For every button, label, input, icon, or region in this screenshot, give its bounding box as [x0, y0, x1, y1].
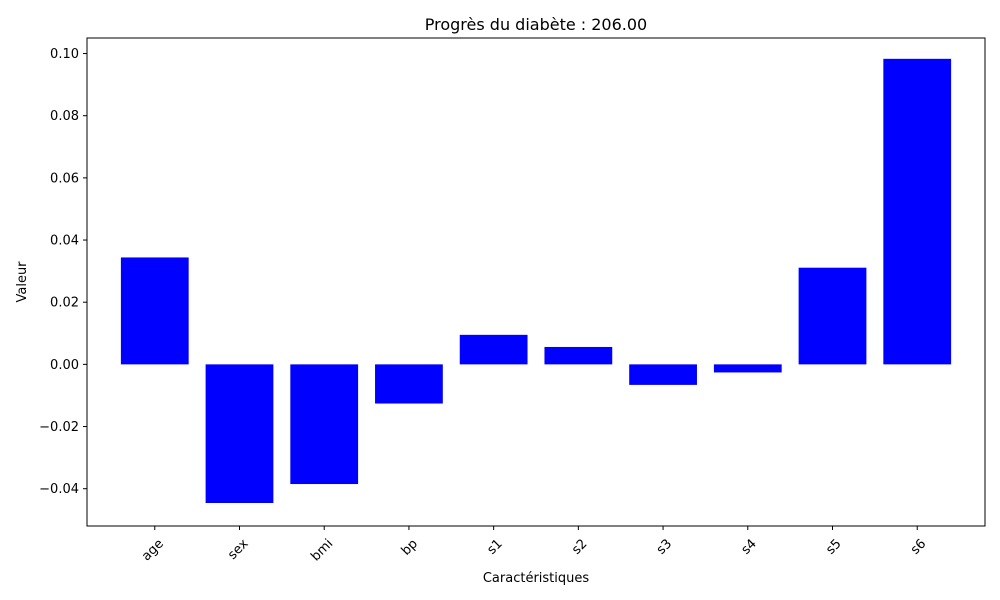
x-tick-label-s6: s6	[908, 536, 929, 557]
x-tick-label-sex: sex	[225, 536, 252, 563]
x-tick-label-s5: s5	[823, 536, 844, 557]
x-tick-label-s2: s2	[569, 536, 590, 557]
bar-age	[120, 257, 189, 365]
bar-s2	[544, 346, 613, 365]
bar-s1	[459, 334, 528, 365]
y-tick-label: 0.06	[50, 171, 79, 186]
bar-bmi	[290, 364, 359, 485]
x-tick-label-s3: s3	[654, 536, 675, 557]
y-tick-label: −0.04	[39, 482, 79, 497]
x-tick-label-bp: bp	[399, 536, 421, 558]
y-tick-label: 0.00	[50, 358, 79, 373]
chart-title: Progrès du diabète : 206.00	[425, 15, 647, 34]
y-axis-label: Valeur	[15, 261, 30, 303]
bars-layer	[120, 58, 952, 503]
y-tick-label: 0.08	[50, 109, 79, 124]
y-axis: −0.04 −0.02 0.00 0.02 0.04 0.06 0.08 0.10	[39, 47, 87, 497]
x-tick-label-bmi: bmi	[308, 536, 336, 564]
bar-s5	[798, 267, 867, 365]
bar-sex	[205, 364, 274, 503]
bar-s4	[713, 364, 782, 373]
y-tick-label: 0.10	[50, 47, 79, 62]
plot-frame	[86, 37, 986, 527]
bar-bp	[375, 364, 443, 404]
x-axis-label: Caractéristiques	[483, 571, 590, 586]
y-tick-label: 0.04	[50, 234, 79, 249]
y-tick-label: 0.02	[50, 296, 79, 311]
x-axis: age sex bmi bp s1 s2 s3 s4 s5 s6	[139, 526, 929, 564]
x-tick-label-age: age	[139, 536, 167, 564]
y-tick-label: −0.02	[39, 420, 79, 435]
x-tick-label-s4: s4	[739, 536, 760, 557]
x-tick-label-s1: s1	[484, 536, 505, 557]
bar-s6	[883, 58, 952, 365]
bar-s3	[629, 364, 697, 385]
